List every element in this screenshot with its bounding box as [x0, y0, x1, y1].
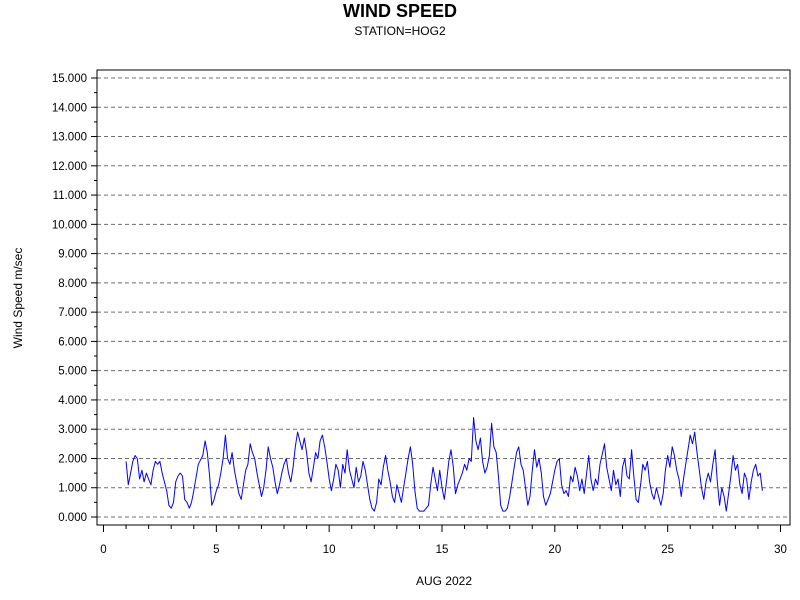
x-tick-label-2: 10: [323, 544, 336, 556]
series-line-0: [125, 417, 763, 512]
x-tick-label-0: 0: [100, 544, 106, 556]
y-tick-label-14: 14.000: [52, 102, 87, 114]
y-tick-label-15: 15.000: [52, 73, 87, 85]
y-tick-label-13: 13.000: [52, 132, 87, 144]
x-tick-label-6: 30: [774, 544, 787, 556]
y-tick-label-2: 2.000: [58, 453, 87, 465]
y-tick-label-7: 7.000: [58, 307, 87, 319]
x-tick-label-1: 5: [213, 544, 219, 556]
x-tick-label-4: 20: [548, 544, 561, 556]
x-axis-label: AUG 2022: [416, 574, 472, 588]
y-tick-label-9: 9.000: [58, 249, 87, 261]
y-tick-label-10: 10.000: [52, 219, 87, 231]
series-group: [125, 417, 763, 512]
y-tick-label-1: 1.000: [58, 483, 87, 495]
y-tick-label-8: 8.000: [58, 278, 87, 290]
chart-subtitle: STATION=HOG2: [354, 24, 446, 38]
y-tick-label-0: 0.000: [58, 512, 87, 524]
x-tick-label-3: 15: [436, 544, 449, 556]
y-tick-label-12: 12.000: [52, 161, 87, 173]
y-tick-label-3: 3.000: [58, 424, 87, 436]
gridlines: [97, 77, 790, 518]
y-tick-label-5: 5.000: [58, 366, 87, 378]
plot-frame: [96, 69, 791, 526]
y-tick-label-4: 4.000: [58, 395, 87, 407]
y-axis-label: Wind Speed m/sec: [11, 248, 25, 349]
y-tick-label-11: 11.000: [53, 190, 87, 202]
x-tick-label-5: 25: [661, 544, 674, 556]
chart-title: WIND SPEED: [343, 1, 457, 21]
y-axis: 0.000 1.000 2.000 3.000 4.000 5.000 6.000 7.000…: [52, 73, 97, 524]
x-axis: 0 5 10 15 20 25 30: [100, 525, 787, 556]
y-tick-label-6: 6.000: [58, 336, 87, 348]
